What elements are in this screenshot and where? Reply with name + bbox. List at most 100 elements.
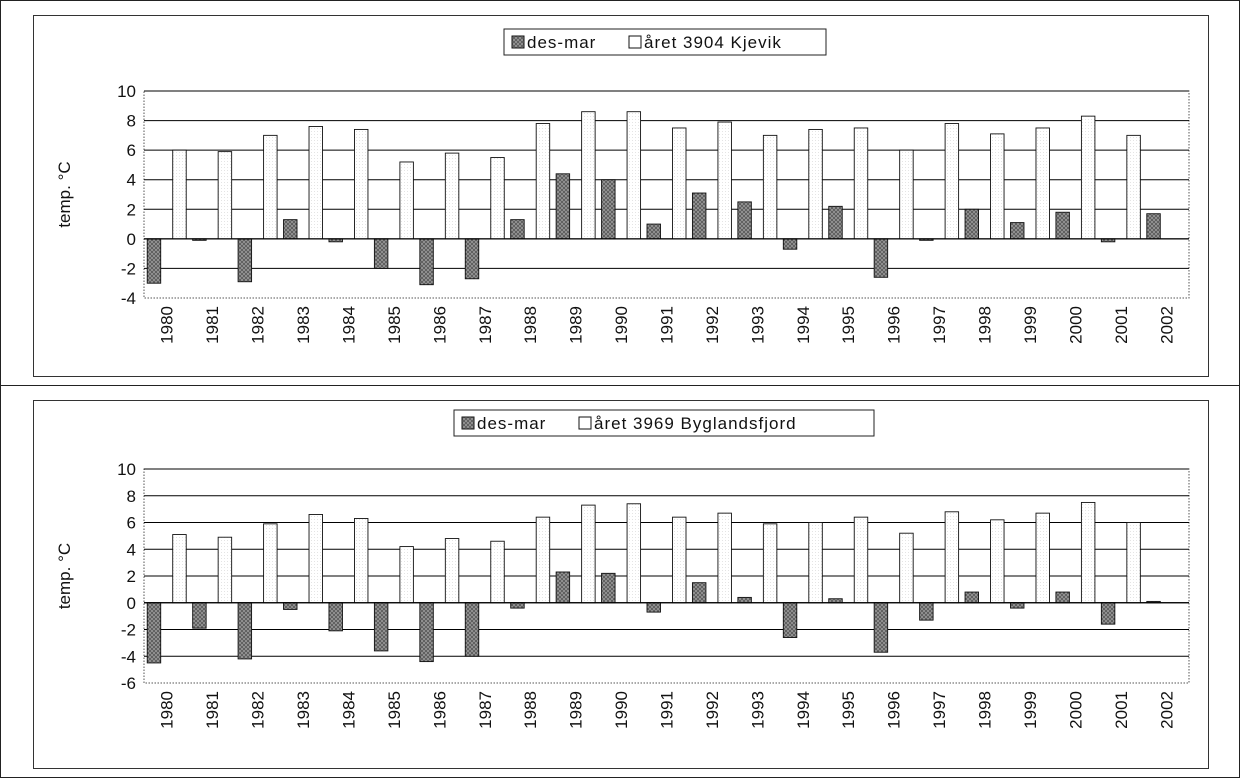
x-tick-label: 1995 — [839, 691, 858, 729]
bar-des-mar — [419, 238, 434, 286]
bar-aret — [444, 152, 460, 240]
bar-aret — [1035, 127, 1050, 240]
y-tick-label: 4 — [127, 171, 136, 190]
y-tick-label: 4 — [127, 540, 136, 559]
bar-aret — [308, 514, 323, 604]
legend-swatch-des-mar — [511, 35, 525, 49]
x-tick-label: 1994 — [794, 691, 813, 729]
bar-aret — [762, 523, 778, 604]
bar-des-mar — [237, 238, 253, 283]
bar-des-mar — [873, 602, 889, 653]
bar-aret — [626, 111, 642, 240]
bar-des-mar — [555, 571, 571, 604]
y-tick-label: -4 — [121, 289, 136, 308]
bar-aret — [990, 133, 1005, 240]
y-tick-label: 2 — [127, 567, 136, 586]
bar-des-mar — [691, 582, 707, 604]
bar-des-mar — [601, 179, 616, 240]
legend-swatch-des-mar — [461, 416, 475, 430]
y-tick-label: 6 — [127, 141, 136, 160]
bar-des-mar — [919, 602, 934, 621]
x-tick-label: 2002 — [1157, 691, 1176, 729]
bar-des-mar — [146, 238, 162, 284]
x-tick-label: 1988 — [521, 691, 540, 729]
bar-des-mar — [1146, 213, 1161, 240]
bar-aret — [990, 519, 1005, 604]
x-tick-label: 1989 — [567, 306, 586, 344]
x-tick-label: 1992 — [703, 691, 722, 729]
bar-des-mar — [646, 223, 661, 240]
plot-area-border — [143, 90, 1190, 299]
x-tick-label: 1990 — [612, 691, 631, 729]
x-tick-label: 1996 — [885, 691, 904, 729]
bar-des-mar — [737, 201, 752, 240]
bar-des-mar — [737, 596, 752, 604]
bar-des-mar — [964, 208, 979, 240]
bar-des-mar — [510, 602, 525, 609]
x-tick-label: 1981 — [203, 306, 222, 344]
y-tick-label: 10 — [117, 460, 136, 479]
bar-des-mar — [373, 602, 389, 652]
bar-des-mar — [237, 602, 253, 660]
bar-des-mar — [782, 238, 798, 250]
y-tick-label: 0 — [127, 230, 136, 249]
x-tick-label: 1987 — [476, 306, 495, 344]
bar-aret — [944, 123, 960, 240]
bar-aret — [717, 121, 732, 240]
bar-aret — [399, 161, 414, 240]
bar-des-mar — [1010, 222, 1025, 240]
bar-des-mar — [192, 602, 207, 629]
x-tick-label: 1994 — [794, 306, 813, 344]
bar-aret — [308, 126, 323, 240]
x-tick-label: 1981 — [203, 691, 222, 729]
bar-aret — [581, 504, 596, 604]
x-tick-label: 1993 — [748, 691, 767, 729]
legend-box — [453, 409, 875, 437]
bar-aret — [853, 127, 869, 240]
bar-aret — [354, 128, 369, 240]
bar-aret — [399, 546, 414, 604]
x-tick-label: 1999 — [1021, 691, 1040, 729]
bar-des-mar — [373, 238, 389, 269]
bar-aret — [354, 518, 369, 604]
bar-aret — [717, 512, 732, 604]
x-tick-label: 1998 — [976, 306, 995, 344]
x-tick-label: 1998 — [976, 691, 995, 729]
bar-des-mar — [464, 602, 480, 657]
y-tick-label: 8 — [127, 112, 136, 131]
chart-panel-kjevik: 10 8 6 4 2 0 -2 -4 temp. °C 1980 1981 1982 1983 1984 1… — [0, 0, 1240, 386]
bar-des-mar — [283, 219, 298, 240]
chart-frame: 10 8 6 4 2 0 -2 -4 temp. °C 1980 1981 1982 1983 1984 1… — [33, 15, 1209, 377]
y-tick-label: 10 — [117, 82, 136, 101]
bar-aret — [762, 134, 778, 240]
bar-des-mar — [419, 602, 434, 663]
x-tick-label: 1980 — [158, 306, 177, 344]
x-tick-label: 1986 — [430, 306, 449, 344]
legend-box — [503, 28, 827, 56]
legend: des-mar året 3904 Kjevik — [503, 28, 827, 56]
x-tick-label: 1997 — [930, 691, 949, 729]
bar-aret — [808, 128, 823, 240]
bar-aret — [490, 540, 505, 604]
bar-aret — [853, 516, 869, 604]
bar-des-mar — [510, 219, 525, 240]
bar-des-mar — [646, 602, 661, 613]
bar-des-mar — [782, 602, 798, 638]
x-tick-label: 2000 — [1066, 691, 1085, 729]
y-tick-label: 6 — [127, 514, 136, 533]
bar-aret — [1126, 134, 1141, 240]
x-tick-label: 1989 — [567, 691, 586, 729]
x-tick-label: 1991 — [658, 306, 677, 344]
bar-des-mar — [555, 173, 571, 240]
y-tick-label: -4 — [121, 647, 136, 666]
legend-label-des-mar: des-mar — [527, 33, 596, 52]
bar-aret — [899, 149, 914, 240]
bar-des-mar — [464, 238, 480, 280]
bar-aret — [581, 111, 596, 240]
bar-des-mar — [146, 602, 162, 664]
bar-aret — [490, 157, 505, 240]
x-tick-label: 1984 — [339, 691, 358, 729]
bar-aret — [1080, 115, 1096, 240]
chart-byglandsfjord: 10 8 6 4 2 0 -2 -4 -6 temp. °C 1980 1981 1982 1983 198… — [55, 409, 1190, 729]
y-axis-title: temp. °C — [55, 543, 74, 609]
